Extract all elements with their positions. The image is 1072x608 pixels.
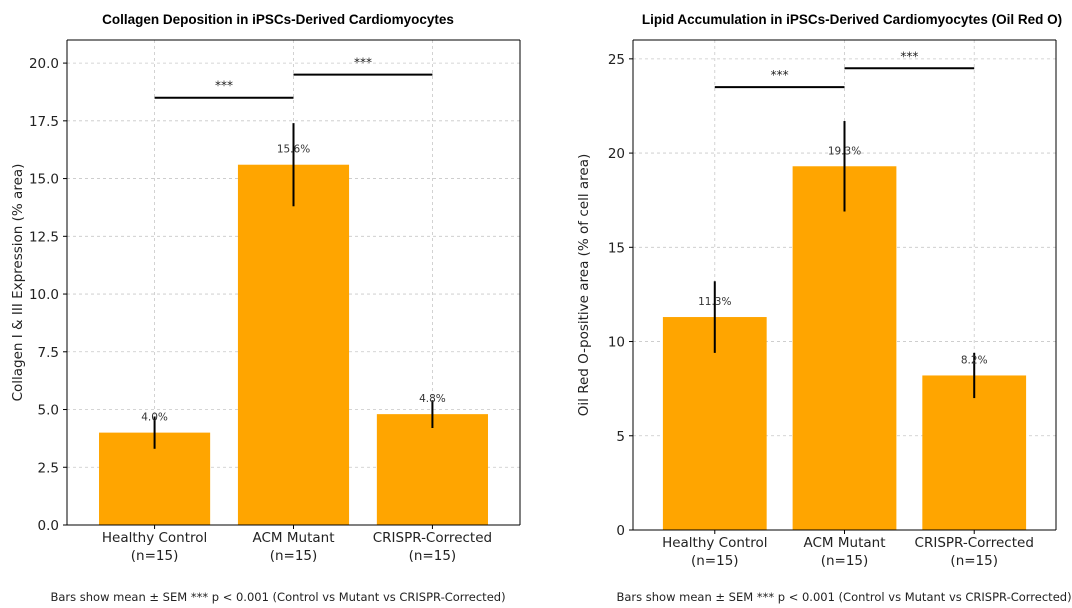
y-tick-label: 17.5 [29,114,59,130]
x-tick-label-n: (n=15) [409,548,457,564]
x-tick-label: ACM Mutant [804,535,886,551]
y-tick-label: 7.5 [38,345,59,361]
data-label: 8.2% [961,354,988,366]
bar [237,164,350,525]
data-label: 11.3% [698,296,731,308]
y-tick-label: 25 [608,52,625,68]
x-tick-label-n: (n=15) [131,548,179,564]
y-tick-label: 0 [616,523,625,539]
collagen-chart-panel: Collagen Deposition in iPSCs-Derived Car… [10,12,521,604]
x-tick-label-n: (n=15) [950,553,998,569]
bar [922,375,1027,530]
x-tick-label: Healthy Control [102,530,207,546]
x-tick-label-n: (n=15) [821,553,869,569]
x-tick-label-n: (n=15) [691,553,739,569]
y-tick-label: 2.5 [38,460,59,476]
lipid-chart: Lipid Accumulation in iPSCs-Derived Card… [576,12,1072,604]
bar [376,414,488,525]
data-label: 4.0% [141,412,168,424]
y-tick-label: 20 [608,146,625,162]
y-tick-label: 10.0 [29,287,59,303]
significance-label: *** [354,56,372,70]
collagen-chart: Collagen Deposition in iPSCs-Derived Car… [10,12,521,604]
y-axis-label: Oil Red O-positive area (% of cell area) [576,154,592,416]
data-label: 19.3% [828,145,861,157]
chart-title: Collagen Deposition in iPSCs-Derived Car… [102,12,454,27]
chart-footnote: Bars show mean ± SEM *** p < 0.001 (Cont… [50,590,505,604]
y-tick-label: 5 [616,429,625,445]
y-tick-label: 15 [608,240,625,256]
x-tick-label: Healthy Control [662,535,767,551]
lipid-chart-panel: Lipid Accumulation in iPSCs-Derived Card… [536,0,1072,608]
significance-label: *** [900,49,918,63]
y-tick-label: 10 [608,335,625,351]
y-axis-label: Collagen I & III Expression (% area) [10,164,26,402]
y-tick-label: 12.5 [29,229,59,245]
significance-label: *** [215,79,233,93]
y-tick-label: 15.0 [29,172,59,188]
x-tick-label-n: (n=15) [270,548,318,564]
data-label: 4.8% [419,393,446,405]
chart-footnote: Bars show mean ± SEM *** p < 0.001 (Cont… [616,590,1071,604]
significance-label: *** [771,68,789,82]
x-tick-label: ACM Mutant [253,530,335,546]
y-tick-label: 0.0 [38,518,59,534]
y-tick-label: 20.0 [29,56,59,72]
bar [792,166,897,530]
x-tick-label: CRISPR-Corrected [915,535,1034,551]
x-tick-label: CRISPR-Corrected [373,530,492,546]
chart-title: Lipid Accumulation in iPSCs-Derived Card… [642,12,1062,27]
y-tick-label: 5.0 [38,403,59,419]
data-label: 15.6% [277,144,310,156]
